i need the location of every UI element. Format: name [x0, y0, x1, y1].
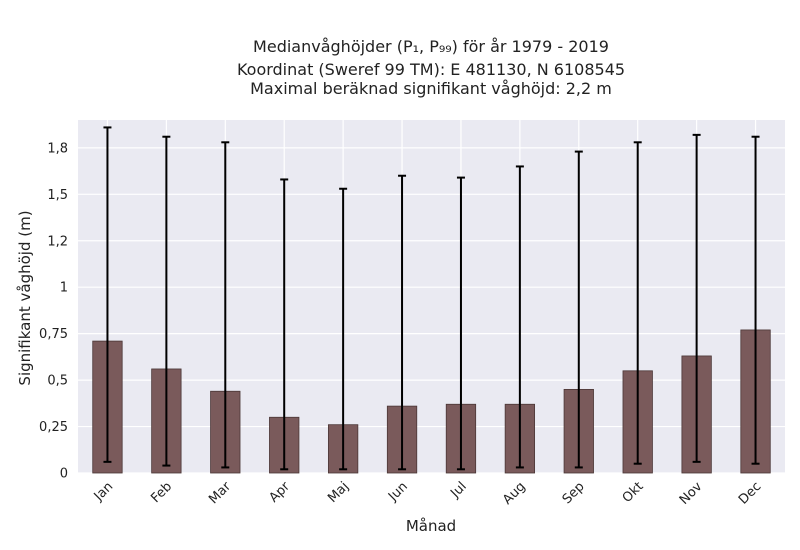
- error-bar-dec: [751, 135, 760, 465]
- x-tick-label: Dec: [736, 479, 764, 507]
- y-tick-label: 0,5: [47, 374, 68, 389]
- error-bar-maj: [339, 187, 348, 471]
- title-line-1: Medianvåghöjder (P₁, P₉₉) för år 1979 - …: [253, 37, 609, 56]
- y-axis-ticks: 0 0,25 0,5 0,75 1 1,2 1,5 1,8: [39, 141, 68, 481]
- x-tick-label: Okt: [620, 479, 647, 506]
- y-tick-label: 0: [60, 467, 68, 482]
- error-bar-nov: [692, 133, 701, 463]
- title-line-2: Koordinat (Sweref 99 TM): E 481130, N 61…: [237, 60, 625, 79]
- error-bar-aug: [515, 165, 524, 469]
- x-tick-label: Apr: [267, 479, 294, 506]
- x-tick-label: Mar: [206, 479, 234, 507]
- error-bar-mar: [221, 141, 230, 469]
- error-bar-jan: [103, 126, 112, 463]
- x-tick-label: Jan: [91, 479, 116, 504]
- y-tick-label: 0,75: [39, 327, 68, 342]
- y-tick-label: 1,8: [47, 141, 68, 156]
- x-tick-label: Maj: [325, 479, 352, 506]
- y-tick-label: 1,5: [47, 188, 68, 203]
- error-bars: [103, 126, 760, 471]
- y-tick-label: 0,25: [39, 420, 68, 435]
- x-tick-label: Jun: [385, 479, 411, 505]
- y-tick-label: 1: [60, 281, 68, 296]
- error-bar-jun: [398, 174, 407, 471]
- y-tick-label: 1,2: [47, 234, 68, 249]
- x-axis-ticks: Jan Feb Mar Apr Maj Jun Jul Aug Sep Okt Nov Dec: [91, 479, 765, 508]
- error-bar-jul: [456, 176, 465, 471]
- x-tick-label: Jul: [447, 479, 469, 501]
- error-bar-apr: [280, 178, 289, 471]
- x-tick-label: Feb: [148, 479, 175, 506]
- chart-title: Medianvåghöjder (P₁, P₉₉) för år 1979 - …: [237, 37, 625, 98]
- x-axis-label: Månad: [406, 517, 456, 535]
- x-tick-label: Nov: [677, 479, 706, 508]
- error-bar-sep: [574, 150, 583, 469]
- x-tick-label: Sep: [560, 479, 588, 507]
- title-line-3: Maximal beräknad signifikant våghöjd: 2,…: [250, 79, 612, 98]
- y-axis-label: Signifikant våghöjd (m): [16, 210, 34, 385]
- x-tick-label: Aug: [500, 479, 529, 508]
- plot-area: [78, 120, 785, 473]
- error-bar-feb: [162, 135, 171, 467]
- error-bar-okt: [633, 141, 642, 465]
